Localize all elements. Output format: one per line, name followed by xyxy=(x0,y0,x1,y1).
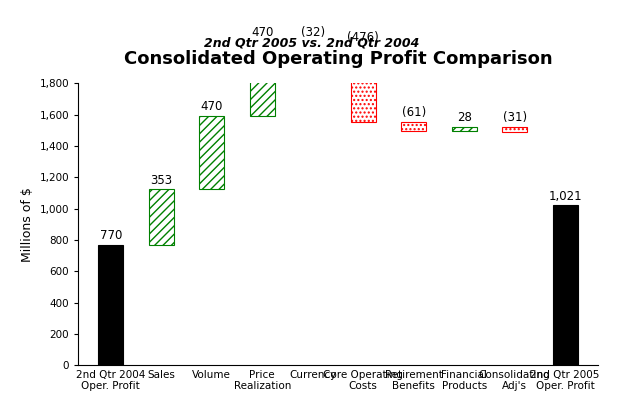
Bar xyxy=(401,122,426,131)
Bar xyxy=(300,42,325,47)
Text: 28: 28 xyxy=(457,111,472,124)
Bar xyxy=(553,206,578,365)
Y-axis label: Millions of $: Millions of $ xyxy=(21,187,34,262)
Text: 770: 770 xyxy=(100,229,122,242)
Text: (32): (32) xyxy=(301,26,325,39)
Text: 353: 353 xyxy=(150,173,173,187)
Bar xyxy=(502,127,527,132)
Bar xyxy=(149,190,174,245)
Bar xyxy=(98,245,123,365)
Text: (61): (61) xyxy=(402,106,426,119)
Bar xyxy=(351,47,376,122)
Text: 470: 470 xyxy=(201,100,223,113)
Text: 1,021: 1,021 xyxy=(548,190,582,203)
Text: 2nd Qtr 2005 vs. 2nd Qtr 2004: 2nd Qtr 2005 vs. 2nd Qtr 2004 xyxy=(204,37,419,50)
Bar xyxy=(452,127,477,131)
Title: Consolidated Operating Profit Comparison: Consolidated Operating Profit Comparison xyxy=(124,50,553,68)
Text: (476): (476) xyxy=(348,31,379,44)
Text: (31): (31) xyxy=(503,111,526,124)
Bar xyxy=(199,116,224,190)
Text: 470: 470 xyxy=(251,26,273,39)
Bar xyxy=(250,42,275,116)
